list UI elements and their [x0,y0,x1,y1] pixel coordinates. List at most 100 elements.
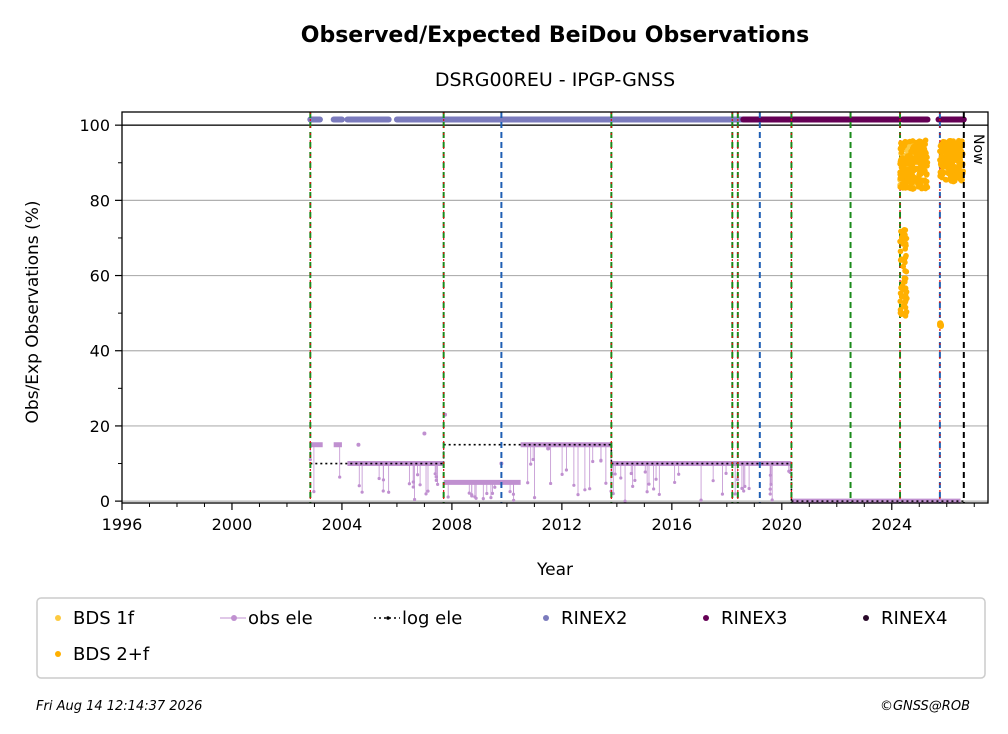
obs-ele-point [357,484,361,488]
obs-ele-point [619,476,623,480]
x-tick-label: 1996 [102,515,143,534]
bds-2f-point [903,178,910,184]
obs-ele-point [413,497,417,502]
bds-2f-point [898,149,905,156]
legend-marker [703,615,709,621]
obs-ele-point [735,478,740,482]
bds-2f-point [902,259,908,266]
obs-ele-point [532,496,537,500]
obs-ele-point [572,483,576,487]
obs-ele-point [647,482,651,486]
obs-ele-point [490,491,495,495]
bds-2f-point [953,140,959,147]
bds-2f-point [898,158,904,164]
bds-2f-point [902,240,909,247]
obs-ele-point [426,489,430,493]
legend-marker [231,615,237,621]
obs-ele-point [699,498,703,502]
obs-ele-point [381,489,385,493]
obs-ele-point [416,473,420,477]
obs-ele-point [560,472,564,476]
bds-2f-point [902,246,909,252]
chart-title: Observed/Expected BeiDou Observations [301,23,810,48]
y-tick-label: 100 [79,116,110,135]
obs-ele-point [360,490,364,494]
bds-2f-point [900,287,906,293]
x-tick-label: 2008 [432,515,473,534]
legend-marker [543,615,549,621]
bds-2f-point [950,166,957,173]
bds-2f-point [941,144,948,151]
x-tick-label: 2012 [542,515,583,534]
footer-timestamp: Fri Aug 14 12:14:37 2026 [36,699,202,714]
obs-ele-point [768,492,772,496]
legend-label: RINEX3 [721,608,787,629]
bds-2f-point [940,154,947,160]
obs-ele-point [654,477,658,481]
obs-ele-point [473,495,477,499]
bds-2f-point [922,167,928,174]
obs-ele-point [549,481,553,486]
bds-2f-point [938,149,945,156]
obs-ele-point [338,475,342,479]
bds-2f-point [903,252,909,259]
bds-2f-point [915,181,921,187]
bds-2f-point [940,138,947,145]
bds-2f-point [902,227,909,233]
bds-2f-point [910,167,917,173]
bds-2f-point [957,162,964,169]
bds-2f-point [897,184,903,190]
obs-ele-point [657,492,661,497]
bds-2f-point [911,157,917,163]
obs-ele-point [493,485,497,489]
bds-2f-point [957,172,964,179]
bds-2f-point [923,150,929,156]
obs-ele-point [489,496,493,500]
obs-ele-point [604,481,608,485]
bds-2f-point [909,172,916,179]
bds-2f-point [915,150,922,156]
obs-ele-point [467,491,471,495]
legend-marker [386,616,390,620]
bds-2f-point [897,175,904,182]
obs-ele-point [470,493,474,497]
bds-2f-point [902,160,908,166]
bds-2f-point [943,177,949,183]
obs-ele-point [407,482,411,486]
y-tick-label: 40 [90,342,110,361]
bds-2f-point [938,160,944,167]
obs-ele-point [446,495,450,499]
obs-ele-point [583,488,587,492]
obs-ele-point [747,486,751,491]
obs-ele-point [677,472,681,476]
bds-2f-point [907,184,914,191]
bds-2f-point [937,143,944,149]
bds-2f-point [950,178,957,185]
obs-ele-point [643,470,647,474]
plot-area: Now 1996 2000 2004 2008 2012 2016 2020 2024 0 20 40… [79,111,989,534]
obs-ele-point [673,480,677,485]
obs-ele-point [599,458,603,462]
obs-ele-point [633,478,637,483]
obs-ele-point [629,471,633,476]
obs-ele-point [720,492,725,496]
obs-ele-point [588,487,592,491]
footer-copyright: ©GNSS@ROB [880,699,970,714]
obs-ele-point [769,482,773,486]
legend-label: BDS 1f [73,608,135,629]
obs-ele-point [740,486,744,491]
chart-subtitle: DSRG00REU - IPGP-GNSS [435,69,675,91]
obs-ele-point [787,469,791,473]
legend-marker [55,615,61,621]
obs-ele-point [411,485,415,489]
legend-box [36,597,986,679]
bds-2f-point [944,163,951,170]
legend-marker [55,651,61,657]
y-tick-label: 20 [90,417,110,436]
bds-2f-point [937,173,943,179]
bds-2f-point [902,268,908,274]
obs-ele-point [564,468,569,472]
x-tick-label: 2016 [651,515,692,534]
legend-label: obs ele [248,608,313,629]
